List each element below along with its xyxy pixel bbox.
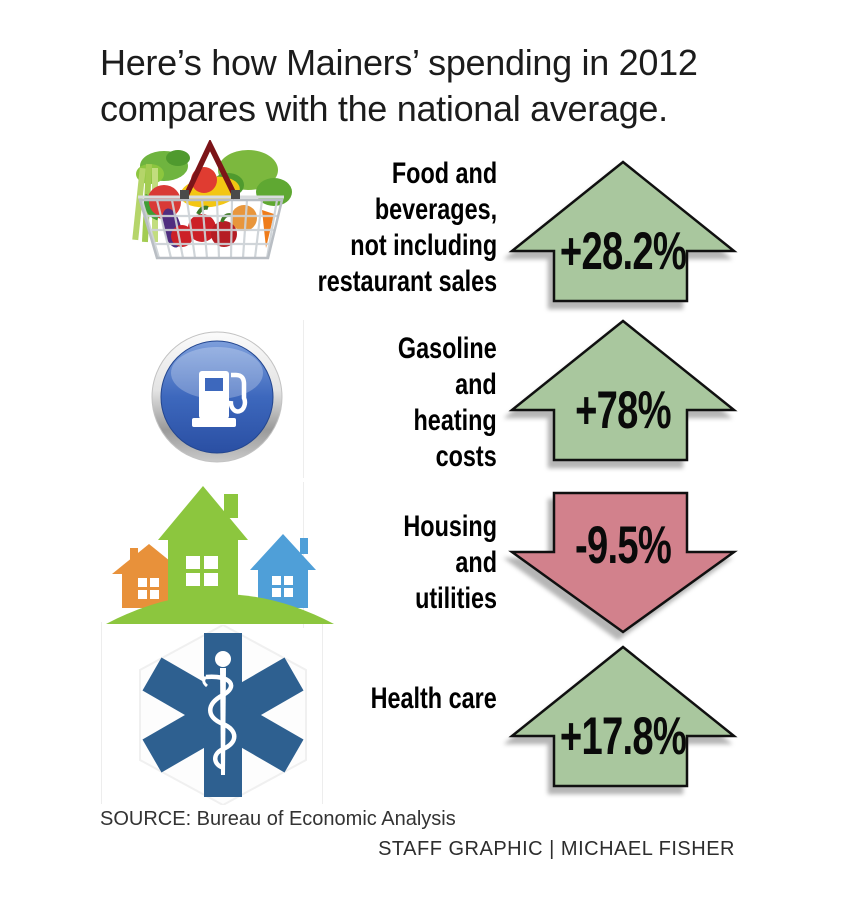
image-edge-artifact	[101, 622, 102, 804]
percent-value-gasoline: +78%	[575, 381, 672, 440]
category-label-food: Food and beverages, not including restau…	[317, 157, 497, 298]
gas-pump-icon	[149, 329, 285, 470]
image-edge-artifact	[303, 320, 304, 478]
category-label-health: Health care	[370, 682, 497, 715]
houses-icon	[106, 472, 334, 629]
percent-value-food: +28.2%	[559, 222, 687, 281]
title-line-2: compares with the national average.	[100, 88, 668, 129]
up-arrow-gasoline: +78%	[508, 318, 738, 463]
category-label-gasoline: Gasoline and heating costs	[398, 332, 497, 473]
image-edge-artifact	[303, 482, 304, 628]
up-arrow-health: +17.8%	[508, 644, 738, 789]
grocery-basket-icon	[130, 138, 298, 279]
star-of-life-icon	[126, 623, 321, 810]
percent-value-housing: -9.5%	[574, 516, 672, 575]
title-line-1: Here’s how Mainers’ spending in 2012	[100, 42, 698, 83]
up-arrow-food: +28.2%	[508, 159, 738, 304]
category-label-housing: Housing and utilities	[403, 510, 497, 615]
page-title: Here’s how Mainers’ spending in 2012 com…	[100, 40, 698, 132]
down-arrow-housing: -9.5%	[508, 490, 738, 635]
image-edge-artifact	[322, 622, 323, 804]
credit-text: STAFF GRAPHIC | MICHAEL FISHER	[378, 838, 735, 860]
percent-value-health: +17.8%	[559, 707, 687, 766]
source-text: SOURCE: Bureau of Economic Analysis	[100, 808, 456, 830]
